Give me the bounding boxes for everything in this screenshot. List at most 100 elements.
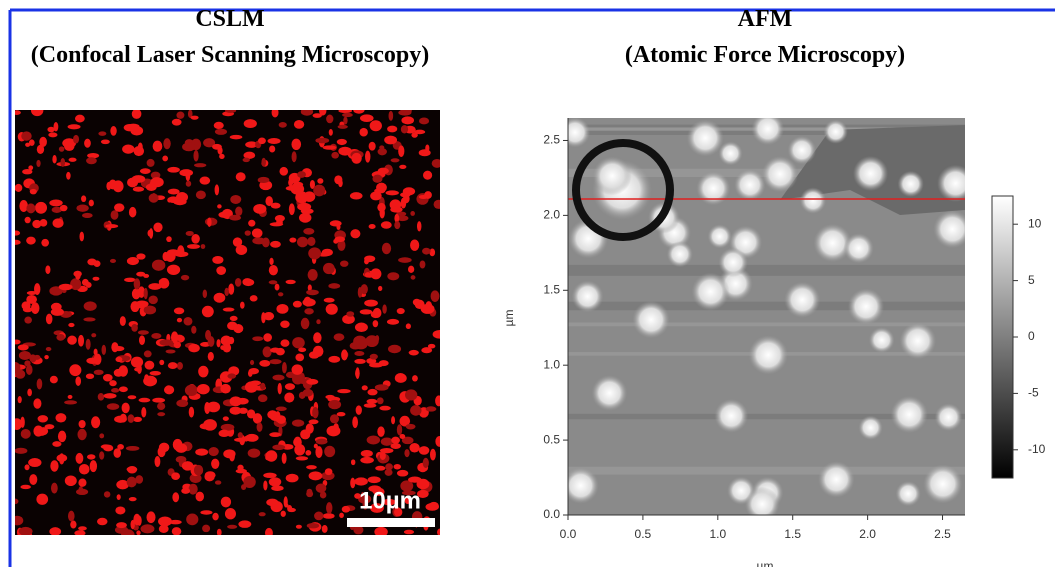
particle — [360, 491, 365, 503]
particle — [338, 110, 353, 114]
particle — [401, 116, 415, 125]
particle — [87, 152, 100, 159]
particle — [734, 169, 766, 201]
particle — [391, 416, 396, 425]
particle — [195, 448, 209, 456]
particle — [277, 292, 284, 297]
particle — [325, 394, 335, 400]
particle — [354, 358, 366, 364]
particle — [188, 343, 200, 353]
particle — [333, 333, 345, 341]
particle — [15, 110, 21, 115]
particle — [353, 110, 365, 114]
particle — [382, 498, 396, 506]
particle — [265, 454, 273, 461]
particle — [125, 445, 140, 451]
particle — [103, 491, 111, 498]
particle — [60, 157, 66, 167]
particle — [15, 339, 21, 345]
particle — [207, 217, 212, 227]
particle — [143, 350, 152, 358]
particle — [349, 341, 362, 350]
particle — [707, 224, 732, 249]
particle — [58, 283, 73, 291]
colorbar-tick-label: -5 — [1028, 386, 1039, 400]
particle — [222, 307, 235, 312]
particle — [364, 272, 371, 278]
particle — [170, 331, 179, 344]
particle — [295, 524, 302, 529]
particle — [432, 330, 440, 339]
particle — [193, 150, 199, 162]
particle — [412, 298, 421, 306]
particle — [68, 157, 77, 162]
particle — [401, 436, 414, 445]
particle — [201, 305, 214, 318]
particle — [350, 459, 356, 466]
particle — [364, 255, 376, 263]
particle — [237, 464, 244, 471]
particle — [45, 313, 53, 325]
particle — [78, 419, 86, 429]
particle — [298, 347, 307, 353]
particle — [85, 373, 95, 380]
particle — [386, 318, 400, 325]
particle — [228, 336, 235, 345]
particle — [214, 480, 222, 485]
particle — [416, 478, 430, 490]
particle — [350, 477, 356, 489]
particle — [17, 344, 29, 351]
particle — [372, 320, 379, 328]
particle — [350, 229, 361, 239]
particle — [308, 247, 322, 260]
particle — [396, 215, 409, 222]
particle — [121, 402, 130, 414]
particle — [158, 277, 170, 289]
particle — [257, 137, 266, 145]
particle — [229, 406, 242, 415]
particle — [159, 339, 174, 346]
particle — [29, 188, 37, 195]
particle — [399, 164, 407, 169]
colorbar-tick-label: 10 — [1028, 216, 1042, 230]
particle — [132, 186, 145, 192]
particle — [897, 170, 924, 198]
particle — [305, 450, 312, 456]
particle — [376, 182, 387, 193]
afm-subtitle: (Atomic Force Microscopy) — [625, 42, 905, 68]
particle — [334, 175, 343, 185]
particle — [306, 465, 317, 470]
particle — [99, 433, 105, 439]
particle — [111, 388, 120, 393]
particle — [15, 230, 21, 236]
particle — [272, 374, 285, 381]
particle — [362, 500, 369, 510]
particle — [173, 307, 185, 315]
particle — [267, 138, 281, 145]
particle — [387, 125, 398, 133]
particle — [418, 446, 430, 455]
particle — [305, 423, 314, 434]
particle — [202, 289, 208, 299]
particle — [306, 523, 320, 529]
particle — [135, 475, 144, 484]
particle — [279, 166, 289, 176]
particle — [411, 132, 418, 138]
particle — [106, 403, 120, 410]
particle — [289, 237, 297, 243]
particle — [77, 428, 87, 441]
x-tick-label: 0.5 — [635, 527, 652, 541]
particle — [18, 526, 33, 535]
particle — [15, 447, 28, 454]
particle — [262, 346, 272, 358]
particle — [269, 145, 276, 153]
particle — [24, 316, 32, 324]
particle — [171, 472, 181, 481]
particle — [149, 370, 161, 376]
particle — [923, 464, 963, 504]
particle — [744, 486, 780, 515]
particle — [429, 248, 436, 257]
particle — [422, 247, 431, 255]
particle — [402, 194, 410, 204]
particle — [336, 412, 346, 417]
